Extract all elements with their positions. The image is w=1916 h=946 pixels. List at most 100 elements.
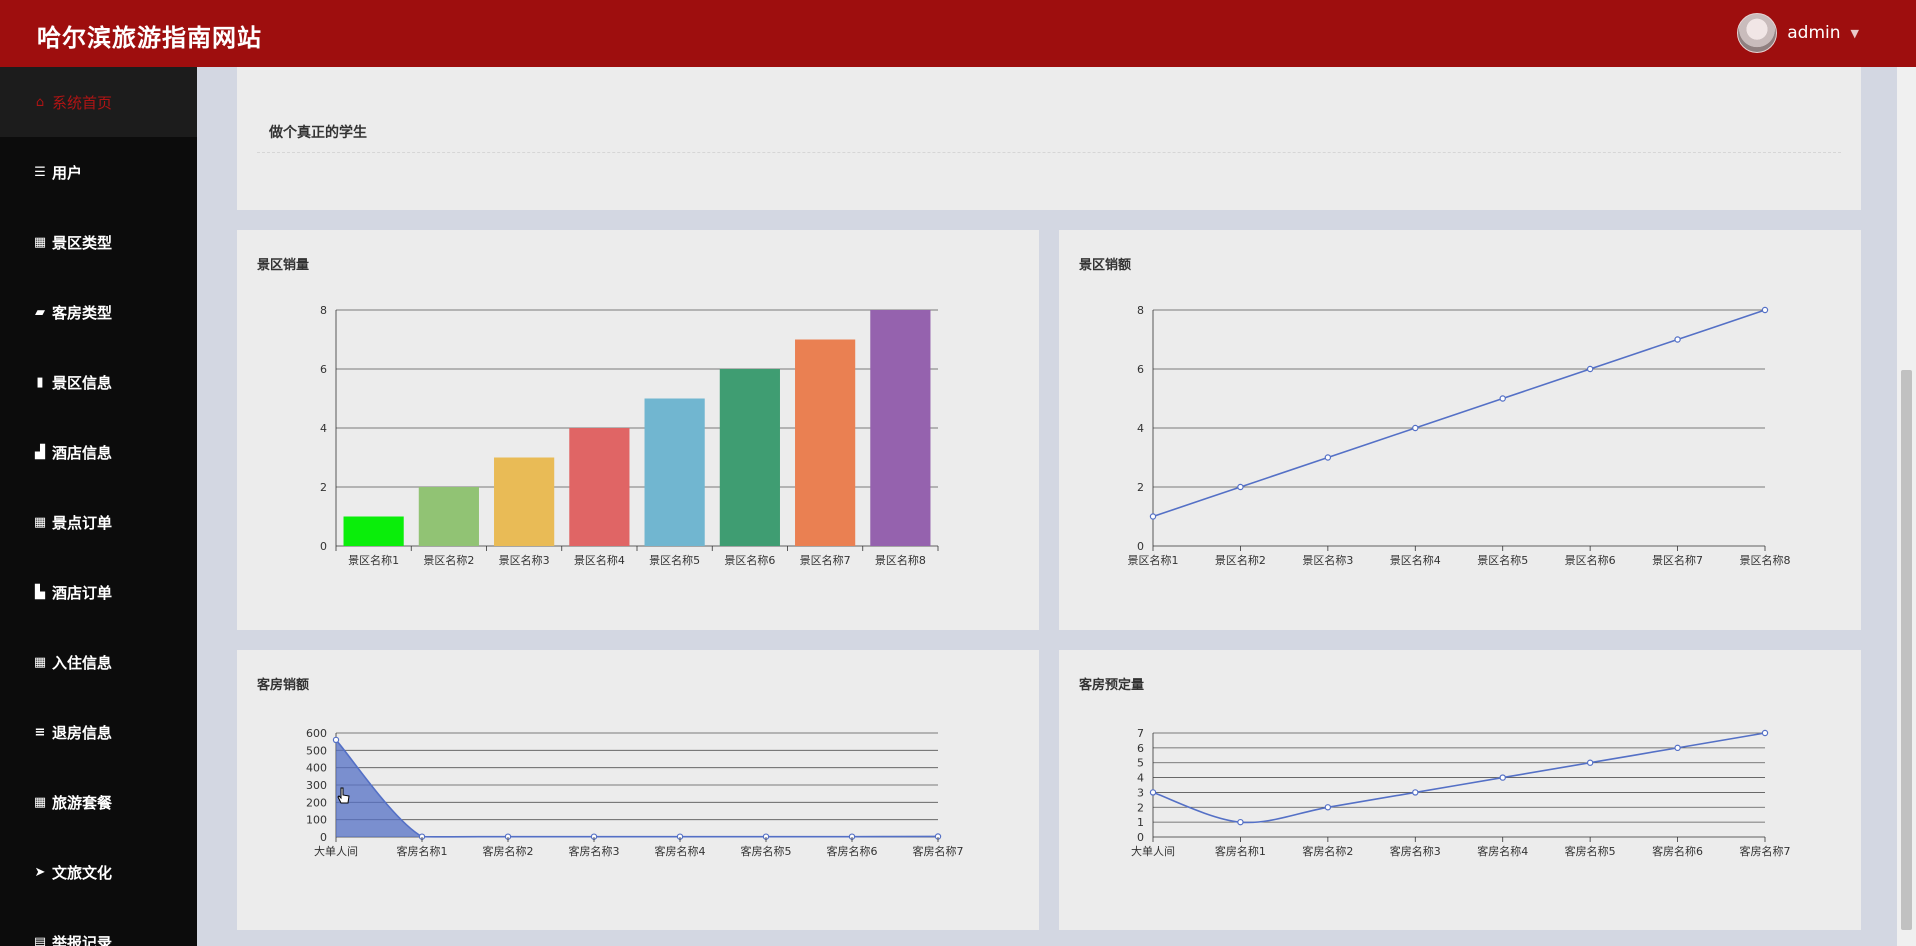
sidebar-item-label: 用户 [52, 163, 83, 182]
notice-divider [257, 152, 1841, 153]
data-point [1586, 759, 1594, 766]
sidebar-item-checkout[interactable]: ≡ 退房信息 [0, 697, 197, 767]
bar [870, 310, 931, 546]
y-tick-label: 8 [320, 304, 327, 317]
grid-icon: ▦ [33, 234, 47, 250]
page-scrollbar[interactable] [1897, 67, 1916, 946]
x-tick-label: 景区名称2 [423, 553, 474, 567]
y-tick-label: 200 [306, 796, 327, 809]
x-tick-label: 景区名称3 [1302, 553, 1353, 567]
y-tick-label: 100 [306, 814, 327, 827]
grid-icon: ▦ [33, 794, 47, 810]
x-tick-label: 客房名称6 [827, 844, 878, 858]
x-tick-label: 景区名称4 [574, 553, 625, 567]
y-tick-label: 2 [1137, 801, 1144, 814]
sidebar-item-scenic-info[interactable]: ▮ 景区信息 [0, 347, 197, 417]
book-icon: ▮ [36, 374, 44, 390]
sidebar-item-label: 系统首页 [52, 93, 113, 112]
sidebar-item-label: 酒店信息 [52, 443, 113, 462]
chart-panel-room-revenue: 客房销额 0 100 200 300 400 500 600 大单人间 客房名称1 客房名称2 客房… [237, 650, 1039, 930]
scrollbar-thumb[interactable] [1901, 370, 1912, 930]
x-tick-label: 景区名称6 [1565, 553, 1616, 567]
sidebar-item-checkin[interactable]: ▦ 入住信息 [0, 627, 197, 697]
scenic-revenue-line-chart: 0 2 4 6 8 景区名称1 景区名称2 景区名称3 景区名称4 景区名称5 景区名称6 景区名称7… [1128, 304, 1791, 567]
x-tick-label: 客房名称6 [1652, 844, 1703, 858]
y-tick-label: 5 [1137, 757, 1144, 770]
sidebar-item-label: 入住信息 [52, 653, 113, 672]
x-tick-label: 景区名称1 [348, 553, 399, 567]
user-menu[interactable]: admin ▼ [1737, 12, 1859, 54]
x-tick-label: 客房名称7 [1740, 844, 1791, 858]
data-point [1499, 774, 1506, 781]
sidebar-item-label: 退房信息 [52, 723, 113, 742]
y-tick-label: 600 [306, 727, 327, 740]
data-point [1761, 729, 1769, 737]
x-tick-label: 客房名称1 [397, 844, 448, 858]
user-name[interactable]: admin [1787, 23, 1841, 43]
x-tick-label: 景区名称7 [1652, 553, 1703, 567]
x-tick-label: 景区名称1 [1128, 553, 1179, 567]
x-tick-label: 景区名称4 [1390, 553, 1441, 567]
sidebar-item-room-type[interactable]: ▰ 客房类型 [0, 277, 197, 347]
y-tick-label: 0 [1137, 540, 1144, 553]
chart-title: 客房销额 [257, 678, 310, 693]
chart-panel-scenic-revenue: 景区销额 0 2 4 6 8 景区名称1 景区名称2 景区名称3 景区名称4 景区名称5 景区名称6… [1059, 230, 1861, 630]
avatar[interactable] [1737, 13, 1778, 53]
y-tick-label: 0 [320, 831, 327, 844]
x-tick-label: 景区名称3 [499, 553, 550, 567]
clipboard-icon: ▤ [33, 934, 47, 946]
x-tick-label: 景区名称6 [724, 553, 775, 567]
data-point [1237, 483, 1244, 491]
chart-panel-scenic-sales: 景区销量 0 2 4 6 8 景区名称1 景区名称2 景区名称3 景区名称4 景区名称5 景区名称6… [237, 230, 1039, 630]
y-tick-label: 6 [320, 363, 327, 376]
x-tick-label: 景区名称5 [1477, 553, 1528, 567]
x-tick-label: 景区名称7 [800, 553, 851, 567]
sidebar-item-hotel-orders[interactable]: ▙ 酒店订单 [0, 557, 197, 627]
sidebar-item-culture[interactable]: ➤ 文旅文化 [0, 837, 197, 907]
data-point [1237, 818, 1244, 826]
notice-panel: 做个真正的学生 [237, 67, 1861, 210]
data-point [1149, 789, 1157, 796]
sidebar-item-users[interactable]: ☰ 用户 [0, 137, 197, 207]
chart-title: 客房预定量 [1079, 678, 1145, 693]
data-point [1499, 395, 1506, 402]
list-icon: ☰ [34, 164, 46, 180]
y-tick-label: 300 [306, 779, 327, 792]
sidebar-item-packages[interactable]: ▦ 旅游套餐 [0, 767, 197, 837]
x-tick-label: 景区名称8 [875, 553, 926, 567]
x-tick-label: 景区名称2 [1215, 553, 1266, 567]
top-navbar: 哈尔滨旅游指南网站 admin ▼ [0, 0, 1916, 67]
chart-title: 景区销额 [1079, 258, 1132, 273]
data-point [1149, 513, 1157, 520]
room-revenue-area-chart: 0 100 200 300 400 500 600 大单人间 客房名称1 客房名称2 客房名称3 客房… [306, 727, 964, 858]
send-icon: ➤ [34, 864, 46, 880]
sidebar-item-scenic-type[interactable]: ▦ 景区类型 [0, 207, 197, 277]
sidebar-item-scenic-orders[interactable]: ▦ 景点订单 [0, 487, 197, 557]
x-tick-label: 景区名称5 [649, 553, 700, 567]
chart-panel-room-bookings: 客房预定量 0 1 2 3 4 5 6 7 大单人间 客房名称1 客房名称2 客房名称3 客房名称4 客房… [1059, 650, 1861, 930]
series-line [335, 739, 939, 838]
sidebar-item-label: 举报记录 [52, 933, 113, 946]
bar [494, 457, 555, 546]
y-tick-label: 400 [306, 762, 327, 775]
x-tick-label: 客房名称4 [655, 844, 706, 858]
x-tick-label: 客房名称1 [1215, 844, 1266, 858]
sidebar-item-reports[interactable]: ▤ 举报记录 [0, 907, 197, 946]
home-icon: ⌂ [35, 94, 45, 110]
x-tick-label: 客房名称2 [1302, 844, 1353, 858]
x-tick-label: 客房名称7 [913, 844, 964, 858]
thumbs-up-icon: ▙ [35, 584, 45, 600]
data-point [332, 736, 340, 744]
data-point [1761, 306, 1769, 314]
caret-down-icon[interactable]: ▼ [1850, 26, 1859, 40]
bar [644, 398, 705, 546]
sidebar-item-hotel-info[interactable]: ▟ 酒店信息 [0, 417, 197, 487]
x-tick-label: 客房名称3 [1390, 844, 1441, 858]
sliders-icon: ≡ [34, 724, 46, 740]
briefcase-icon: ▰ [35, 304, 45, 320]
chart-title: 景区销量 [257, 258, 310, 273]
y-tick-label: 4 [1137, 422, 1144, 435]
x-tick-label: 大单人间 [314, 844, 358, 858]
series-line [1152, 309, 1766, 518]
sidebar-item-home[interactable]: ⌂ 系统首页 [0, 67, 197, 137]
